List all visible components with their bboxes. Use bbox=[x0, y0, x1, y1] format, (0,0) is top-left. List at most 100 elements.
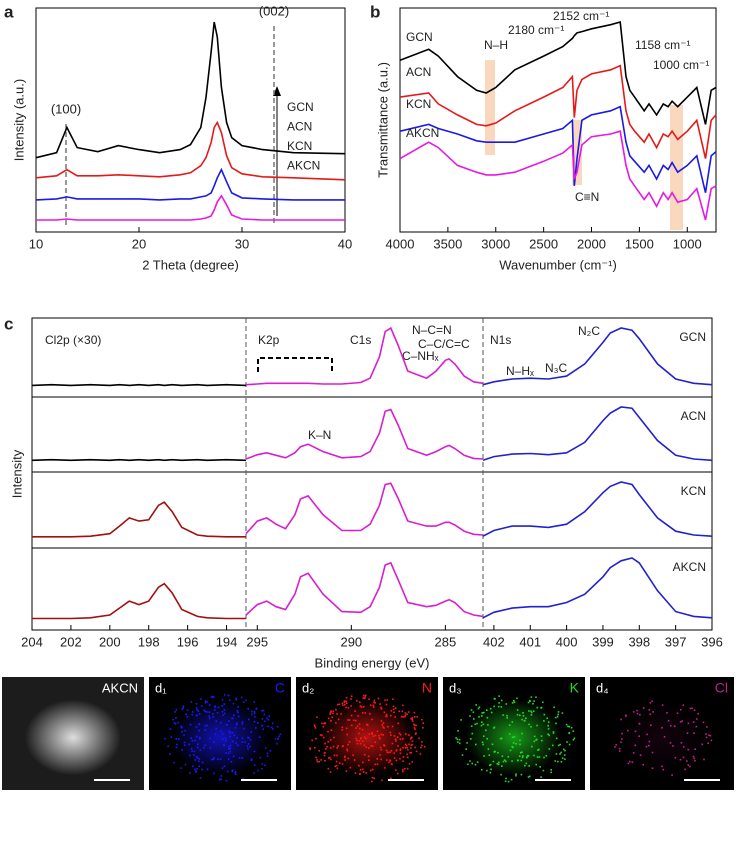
signal-dot bbox=[393, 752, 395, 754]
signal-dot bbox=[362, 771, 365, 773]
signal-dot bbox=[527, 776, 530, 778]
signal-dot bbox=[402, 704, 404, 707]
signal-dot bbox=[543, 713, 546, 716]
signal-dot bbox=[695, 718, 698, 720]
signal-dot bbox=[350, 695, 353, 697]
signal-dot bbox=[455, 737, 457, 739]
signal-dot bbox=[389, 760, 392, 762]
signal-dot bbox=[355, 737, 357, 740]
signal-dot bbox=[188, 743, 190, 746]
signal-dot bbox=[365, 746, 368, 748]
legend-arrowhead bbox=[273, 86, 281, 96]
signal-dot bbox=[406, 713, 408, 715]
signal-dot bbox=[638, 735, 640, 737]
data-line bbox=[482, 557, 713, 619]
signal-dot bbox=[231, 717, 233, 720]
signal-dot bbox=[376, 758, 378, 760]
signal-dot bbox=[208, 711, 211, 713]
signal-dot bbox=[666, 712, 668, 714]
signal-dot bbox=[548, 734, 550, 737]
signal-dot bbox=[197, 743, 199, 745]
signal-dot bbox=[515, 743, 517, 745]
signal-dot bbox=[648, 744, 650, 747]
signal-dot bbox=[365, 772, 368, 774]
signal-dot bbox=[276, 725, 279, 728]
signal-dot bbox=[506, 714, 508, 717]
signal-dot bbox=[411, 743, 414, 746]
signal-dot bbox=[457, 741, 459, 743]
signal-dot bbox=[343, 704, 346, 706]
signal-dot bbox=[314, 725, 316, 727]
signal-dot bbox=[353, 759, 356, 761]
sample-blob bbox=[172, 699, 268, 776]
signal-dot bbox=[231, 731, 233, 734]
signal-dot bbox=[509, 749, 512, 752]
signal-dot bbox=[379, 703, 381, 705]
signal-dot bbox=[397, 772, 399, 775]
signal-dot bbox=[529, 700, 531, 702]
signal-dot bbox=[314, 727, 317, 729]
annotation: 2152 cm⁻¹ bbox=[553, 9, 609, 23]
signal-dot bbox=[371, 745, 374, 747]
signal-dot bbox=[315, 737, 317, 740]
signal-dot bbox=[173, 761, 175, 764]
signal-dot bbox=[324, 752, 326, 754]
signal-dot bbox=[687, 748, 690, 751]
signal-dot bbox=[385, 703, 388, 706]
signal-dot bbox=[211, 695, 214, 698]
signal-dot bbox=[480, 768, 483, 771]
signal-dot bbox=[411, 718, 413, 721]
signal-dot bbox=[517, 759, 519, 761]
row-label: ACN bbox=[681, 409, 706, 423]
tile-label: d₁ bbox=[155, 680, 167, 695]
signal-dot bbox=[386, 751, 389, 753]
signal-dot bbox=[330, 710, 332, 712]
signal-dot bbox=[219, 758, 222, 760]
signal-dot bbox=[679, 758, 682, 761]
data-line bbox=[482, 406, 713, 462]
signal-dot bbox=[261, 763, 264, 765]
data-line bbox=[245, 561, 484, 618]
signal-dot bbox=[345, 696, 348, 699]
signal-dot bbox=[189, 723, 192, 726]
signal-dot bbox=[250, 758, 253, 760]
signal-dot bbox=[263, 720, 266, 723]
signal-dot bbox=[361, 712, 364, 714]
signal-dot bbox=[204, 701, 207, 703]
signal-dot bbox=[374, 741, 376, 744]
signal-dot bbox=[359, 742, 362, 745]
signal-dot bbox=[377, 697, 380, 700]
signal-dot bbox=[318, 750, 320, 752]
signal-dot bbox=[404, 714, 407, 716]
signal-dot bbox=[271, 726, 273, 729]
signal-dot bbox=[176, 743, 178, 746]
signal-dot bbox=[271, 722, 274, 725]
signal-dot bbox=[206, 768, 209, 771]
signal-dot bbox=[382, 722, 385, 724]
signal-dot bbox=[363, 697, 366, 700]
x-tick-label: 202 bbox=[60, 634, 82, 649]
data-line bbox=[399, 64, 717, 159]
signal-dot bbox=[221, 699, 224, 701]
annotation: K2p bbox=[258, 333, 280, 347]
signal-dot bbox=[193, 754, 195, 756]
signal-dot bbox=[648, 740, 651, 743]
signal-dot bbox=[402, 738, 404, 740]
signal-dot bbox=[500, 699, 503, 702]
signal-dot bbox=[374, 702, 376, 704]
signal-dot bbox=[482, 723, 485, 726]
signal-dot bbox=[336, 713, 338, 715]
signal-dot bbox=[682, 704, 685, 706]
element-label: C bbox=[275, 680, 285, 696]
signal-dot bbox=[705, 733, 707, 735]
signal-dot bbox=[667, 719, 670, 722]
signal-dot bbox=[204, 725, 207, 727]
signal-dot bbox=[686, 760, 688, 762]
signal-dot bbox=[413, 726, 416, 729]
signal-dot bbox=[651, 700, 653, 703]
signal-dot bbox=[266, 755, 269, 757]
signal-dot bbox=[493, 726, 496, 729]
signal-dot bbox=[356, 739, 358, 742]
signal-dot bbox=[701, 743, 704, 746]
signal-dot bbox=[390, 734, 392, 736]
